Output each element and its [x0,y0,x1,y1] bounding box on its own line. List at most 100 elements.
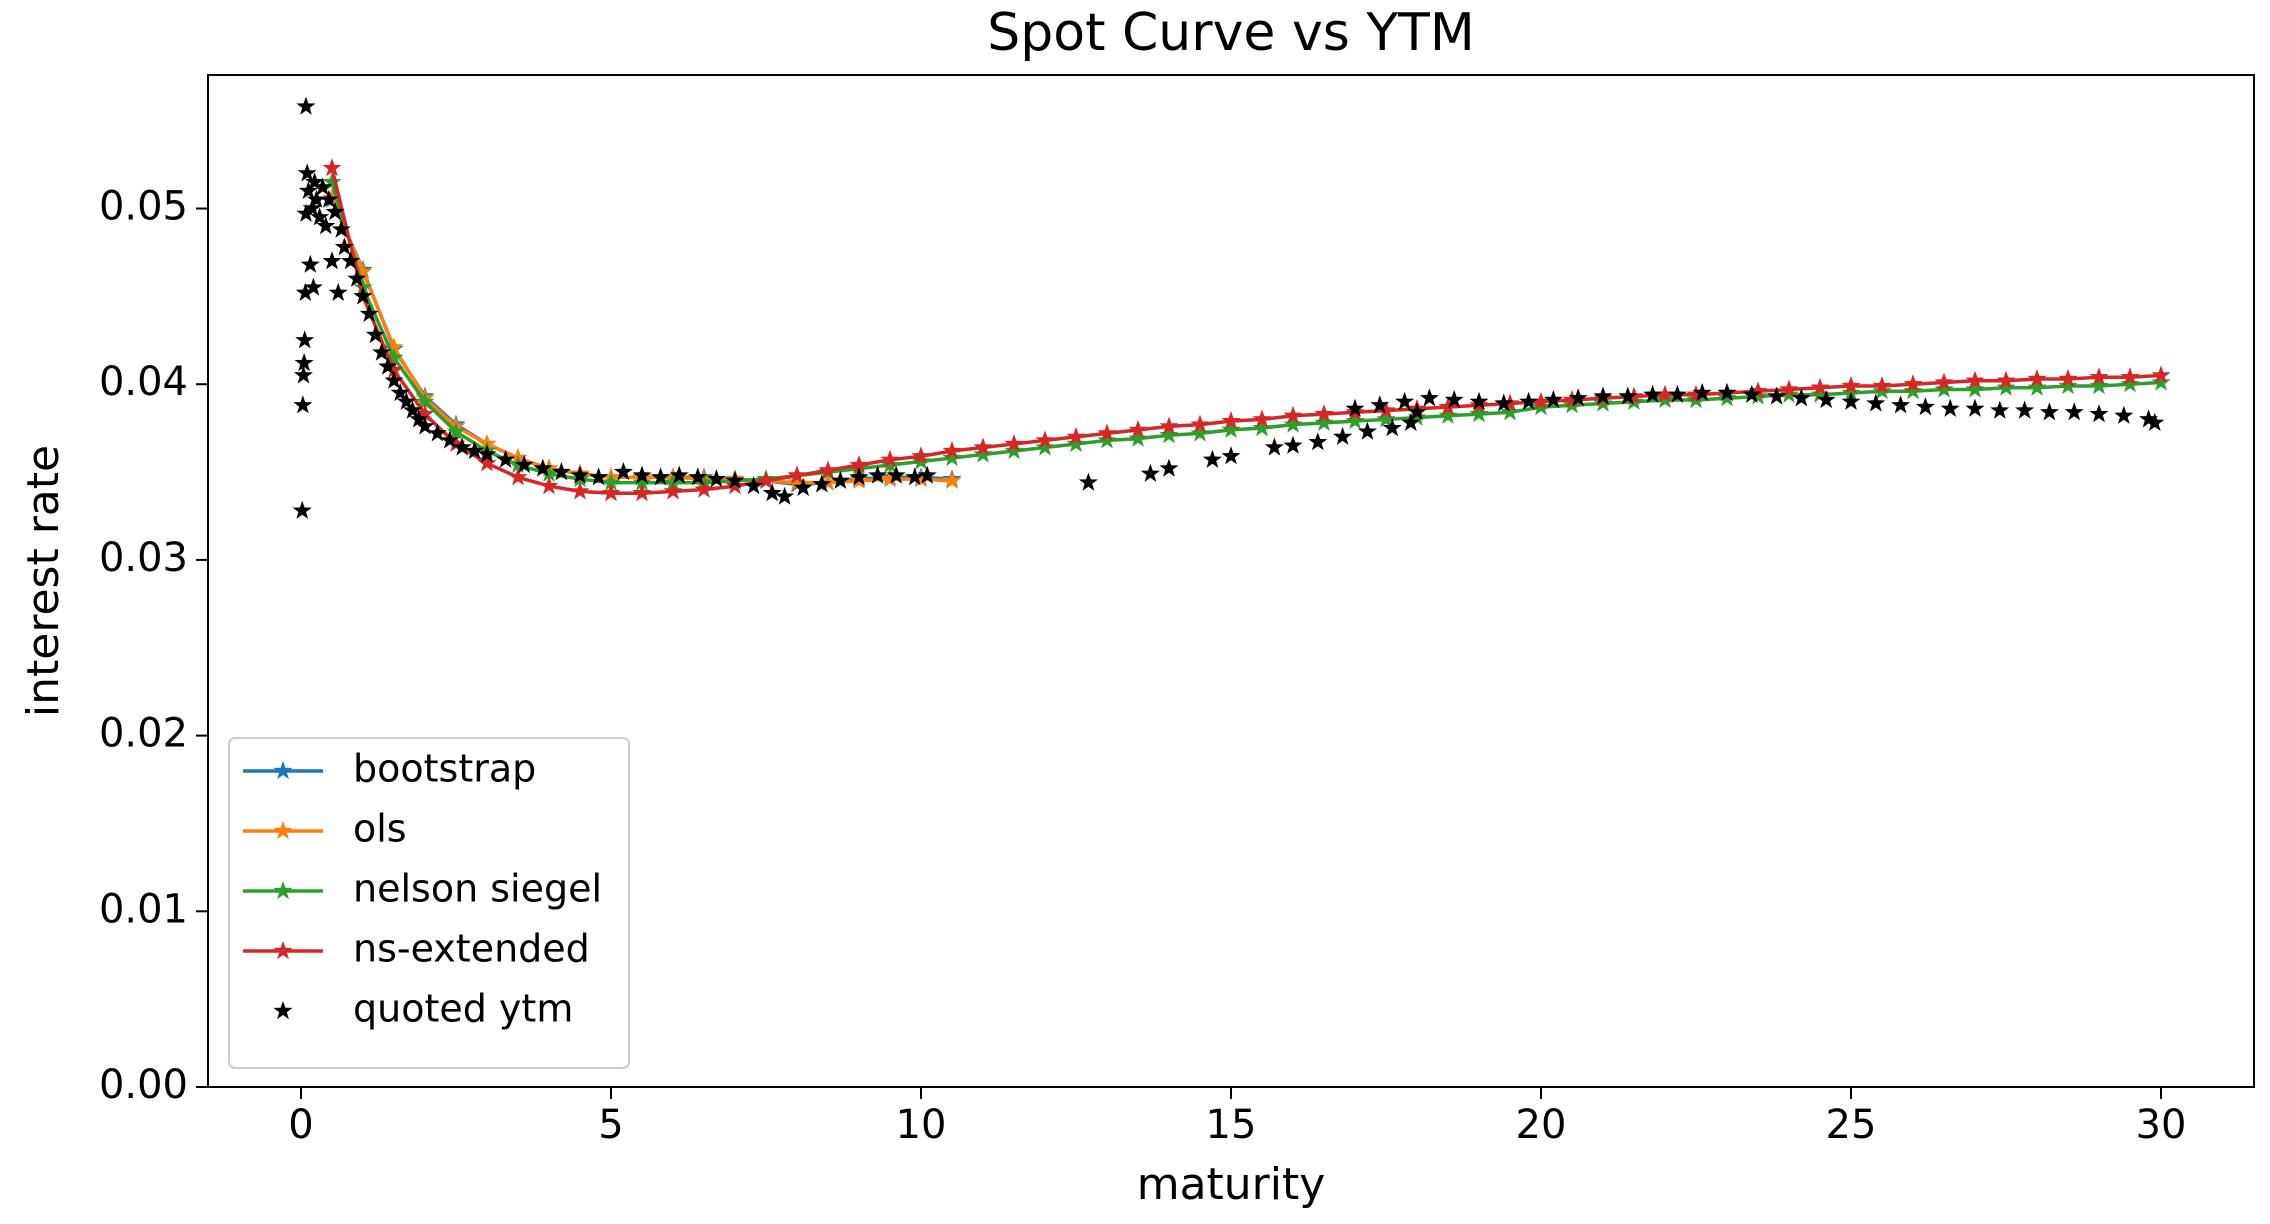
star-marker [1078,472,1098,491]
star-marker [2089,404,2109,423]
star-marker [2120,367,2140,386]
star-marker [372,342,392,361]
star-marker [942,448,962,467]
star-marker [403,400,423,419]
legend-marker [273,821,293,840]
star-marker [533,458,553,477]
star-marker [1903,374,1923,393]
star-marker [1345,411,1365,430]
star-marker [1221,419,1241,438]
star-marker [1097,430,1117,449]
star-marker [1004,441,1024,460]
legend-label: quoted ytm [353,987,573,1031]
star-marker [384,370,404,389]
star-marker [1965,370,1985,389]
star-marker [1667,384,1687,403]
x-tick-label: 0 [288,1102,313,1148]
star-marker [390,383,410,402]
star-marker [849,467,869,486]
legend-label: ols [353,807,407,851]
star-marker [477,453,497,472]
star-marker [313,177,333,196]
star-marker [409,409,429,428]
plot-area [292,96,2171,519]
star-marker [1717,388,1737,407]
star-marker [1283,414,1303,433]
star-marker [1469,391,1489,410]
star-marker [2058,376,2078,395]
plot-frame [207,74,2255,1088]
star-marker [1531,391,1551,410]
star-marker [1500,402,1520,421]
x-tick-label: 5 [598,1102,623,1148]
star-marker [303,277,323,296]
star-marker [1345,398,1365,417]
star-marker [1543,390,1563,409]
star-marker [1748,381,1768,400]
star-marker [384,360,404,379]
star-marker [297,163,317,182]
star-marker [514,455,534,474]
star-marker [632,465,652,484]
star-marker [793,477,813,496]
star-marker [632,483,652,502]
x-tick-label: 10 [896,1102,947,1148]
star-marker [295,330,315,349]
star-marker [744,476,764,495]
star-marker [1990,400,2010,419]
star-marker [1159,416,1179,435]
star-marker [1370,395,1390,414]
star-marker [1407,407,1427,426]
star-marker [1779,384,1799,403]
star-marker [787,465,807,484]
star-marker [787,472,807,491]
star-marker [1128,419,1148,438]
y-tick-label: 0.04 [99,359,188,405]
star-marker [911,469,931,488]
star-marker [1140,463,1160,482]
star-marker [1841,376,1861,395]
legend-box [228,737,630,1069]
star-marker [1314,404,1334,423]
star-marker [1438,397,1458,416]
star-marker [415,416,435,435]
star-marker [305,172,325,191]
star-marker [1562,395,1582,414]
star-marker [2027,369,2047,387]
star-marker [1159,458,1179,477]
star-marker [880,469,900,488]
star-marker [2089,376,2109,395]
star-marker [1748,386,1768,405]
star-marker [1531,397,1551,416]
star-marker [911,451,931,470]
y-tick-label: 0.05 [99,184,188,230]
y-tick-label: 0.02 [99,711,188,757]
star-marker [322,158,342,177]
star-marker [1221,411,1241,430]
star-marker [917,465,937,484]
legend-label: ns-extended [353,927,590,971]
star-marker [1419,388,1439,407]
star-marker [1333,426,1353,445]
star-marker [1066,426,1086,445]
star-marker [2064,402,2084,421]
star-marker [632,472,652,491]
star-marker [2120,374,2140,393]
star-marker [1866,393,1886,412]
star-marker [589,467,609,486]
star-marker [1915,397,1935,416]
star-marker [973,444,993,463]
star-marker [496,449,516,468]
star-marker [1686,390,1706,409]
star-marker [1872,381,1892,400]
star-marker [1791,388,1811,407]
star-marker [298,181,318,199]
star-marker [1934,379,1954,398]
star-marker [1816,390,1836,409]
star-marker [880,449,900,468]
x-tick-label: 20 [1516,1102,1567,1148]
star-marker [2151,372,2171,391]
star-marker [1841,391,1861,410]
star-marker [1190,423,1210,442]
star-marker [302,198,322,217]
